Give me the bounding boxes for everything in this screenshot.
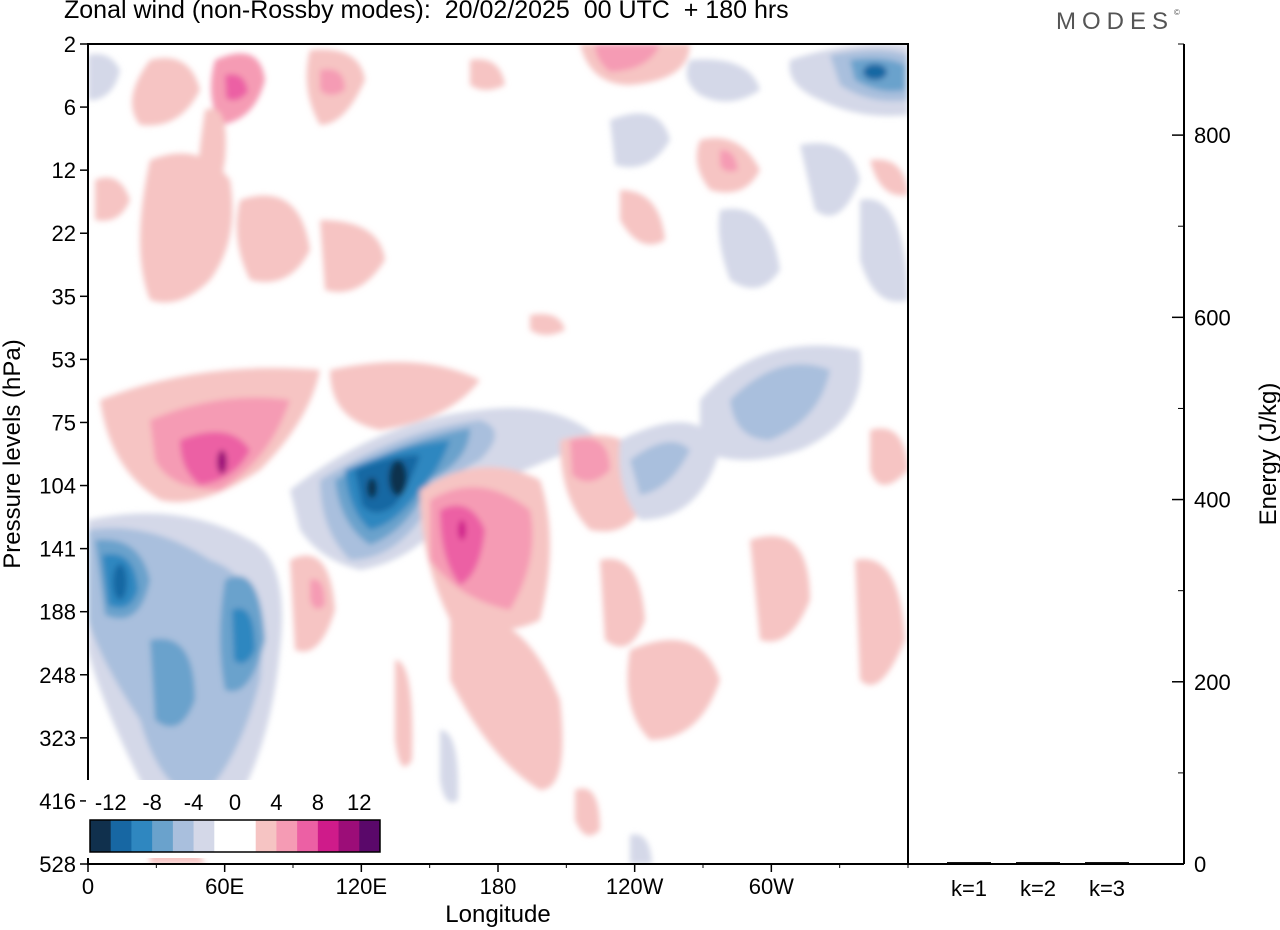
x-tick-label: 120W — [606, 874, 664, 899]
colorbar-swatch — [235, 820, 257, 852]
colorbar-label: -4 — [184, 790, 204, 815]
y-tick-label: 104 — [39, 474, 76, 499]
colorbar-swatch — [297, 820, 319, 852]
colorbar-swatch — [131, 820, 153, 852]
colorbar-swatch — [276, 820, 298, 852]
energy-bars: k=1 k=2 k=3 — [947, 862, 1129, 901]
y-tick-label: 416 — [39, 789, 76, 814]
y-tick-label: 6 — [64, 95, 76, 120]
y-axis-label: Pressure levels (hPa) — [0, 339, 26, 568]
x-tick-label: 60E — [205, 874, 244, 899]
colorbar-swatch — [110, 820, 132, 852]
colorbar: -12 -8 -4 0 4 8 12 — [86, 780, 384, 858]
colorbar-swatch — [152, 820, 174, 852]
y-tick-label: 248 — [39, 663, 76, 688]
energy-tick-label: 0 — [1194, 852, 1206, 877]
energy-category-label: k=2 — [1020, 876, 1056, 901]
x-tick-label: 120E — [336, 874, 387, 899]
energy-tick-label: 600 — [1194, 305, 1231, 330]
colorbar-swatch — [172, 820, 195, 852]
energy-bar — [1016, 862, 1060, 864]
y-tick-label: 35 — [52, 284, 76, 309]
x-tick-label: 0 — [82, 874, 94, 899]
colorbar-swatch — [193, 820, 215, 852]
y-tick-label: 323 — [39, 726, 76, 751]
colorbar-swatch — [90, 820, 112, 852]
y-tick-label: 188 — [39, 600, 76, 625]
y-tick-label: 12 — [52, 158, 76, 183]
heatmap-field — [88, 44, 908, 864]
colorbar-swatch — [359, 820, 381, 852]
energy-bar — [1085, 862, 1129, 864]
colorbar-swatch — [255, 820, 277, 852]
colorbar-swatch — [317, 820, 340, 852]
colorbar-label: 12 — [347, 790, 371, 815]
logo-text: MODES — [1056, 8, 1175, 35]
colorbar-label: -8 — [142, 790, 162, 815]
heatmap-axis-ticks: 0 60E 120E 180 120W 60W 2 6 12 22 35 53 75 104 141 188 2… — [39, 32, 909, 899]
energy-bar — [947, 862, 991, 864]
energy-tick-label: 800 — [1194, 123, 1231, 148]
x-tick-label: 180 — [480, 874, 517, 899]
colorbar-swatch — [214, 820, 236, 852]
energy-category-label: k=1 — [951, 876, 987, 901]
energy-axis-label: Energy (J/kg) — [1255, 383, 1280, 526]
y-tick-label: 22 — [52, 221, 76, 246]
chart-title: Zonal wind (non-Rossby modes): 20/02/202… — [64, 0, 789, 24]
x-axis-label: Longitude — [445, 901, 550, 928]
colorbar-label: 0 — [229, 790, 241, 815]
colorbar-frame — [89, 819, 381, 853]
energy-category-label: k=3 — [1089, 876, 1125, 901]
colorbar-label: 8 — [312, 790, 324, 815]
y-tick-label: 75 — [52, 410, 76, 435]
modes-logo: MODES© — [1056, 8, 1180, 35]
colorbar-label: -12 — [95, 790, 127, 815]
y-tick-label: 53 — [52, 347, 76, 372]
y-tick-label: 141 — [39, 537, 76, 562]
colorbar-label: 4 — [270, 790, 282, 815]
energy-axis-ticks: 0 200 400 600 800 — [1172, 43, 1231, 877]
y-tick-label: 2 — [64, 32, 76, 57]
energy-tick-label: 400 — [1194, 488, 1231, 513]
energy-tick-label: 200 — [1194, 670, 1231, 695]
colorbar-swatch — [338, 820, 360, 852]
y-tick-label: 528 — [39, 852, 76, 877]
x-tick-label: 60W — [749, 874, 794, 899]
